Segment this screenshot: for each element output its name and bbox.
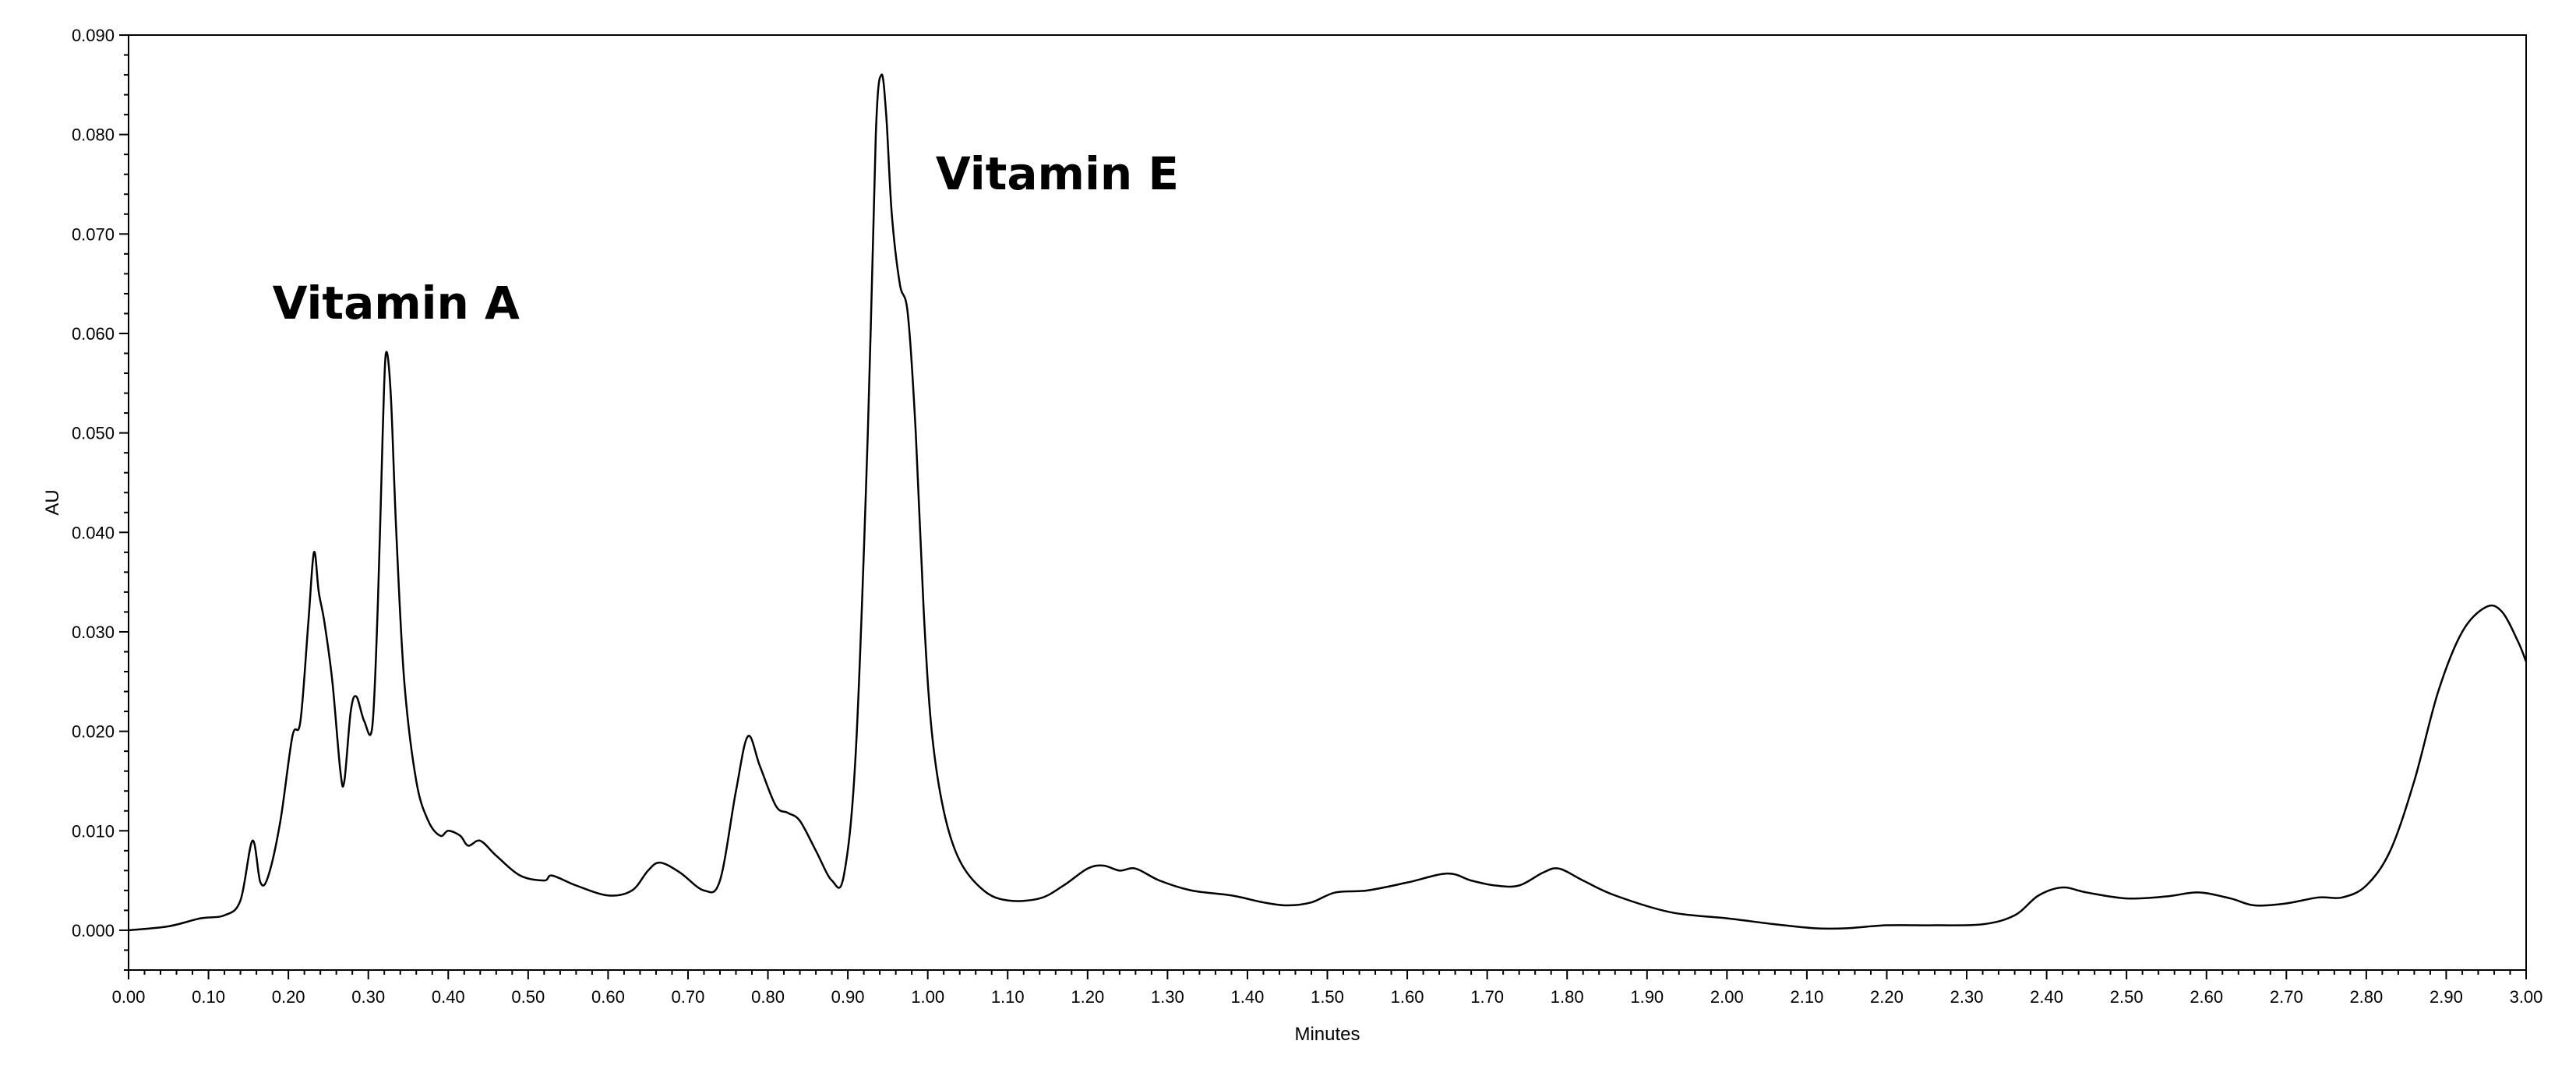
x-tick-label: 2.40 (2030, 987, 2063, 1007)
x-tick-label: 2.00 (1710, 987, 1744, 1007)
x-tick-label: 2.60 (2190, 987, 2223, 1007)
y-tick-label: 0.040 (72, 523, 115, 542)
x-axis: 0.00 0.10 0.20 0.30 0.40 0.50 0.60 0.70 0.80 0.90… (112, 970, 2543, 1007)
x-tick-label: 2.50 (2110, 987, 2144, 1007)
x-tick-label: 0.20 (272, 987, 305, 1007)
x-tick-label: 3.00 (2510, 987, 2543, 1007)
y-tick-label: 0.000 (72, 921, 115, 940)
peak-annotation-label: Vitamin A (273, 277, 520, 330)
x-axis-title: Minutes (1294, 1024, 1360, 1045)
y-tick-label: 0.020 (72, 722, 115, 742)
x-tick-label: 1.50 (1311, 987, 1344, 1007)
y-tick-label: 0.050 (72, 424, 115, 443)
x-tick-label: 0.50 (511, 987, 545, 1007)
x-tick-label: 0.00 (112, 987, 146, 1007)
x-tick-label: 0.60 (591, 987, 625, 1007)
y-tick-label: 0.080 (72, 125, 115, 145)
x-tick-label: 0.90 (831, 987, 865, 1007)
x-tick-label: 1.20 (1071, 987, 1104, 1007)
x-tick-label: 0.80 (751, 987, 785, 1007)
y-tick-label: 0.010 (72, 821, 115, 841)
x-tick-label: 1.90 (1630, 987, 1664, 1007)
chromatogram-series-line (128, 73, 2528, 932)
x-tick-label: 0.30 (351, 987, 385, 1007)
x-tick-label: 1.70 (1470, 987, 1504, 1007)
x-tick-label: 2.20 (1870, 987, 1904, 1007)
x-tick-label: 1.80 (1551, 987, 1584, 1007)
y-axis: 0.000 0.010 0.020 0.030 0.040 0.050 0.060 0.070… (72, 26, 129, 971)
x-tick-label: 0.70 (672, 987, 705, 1007)
x-tick-label: 1.10 (991, 987, 1025, 1007)
x-tick-label: 0.40 (432, 987, 465, 1007)
x-tick-label: 0.10 (192, 987, 225, 1007)
x-tick-label: 1.00 (911, 987, 944, 1007)
x-tick-label: 1.30 (1151, 987, 1184, 1007)
y-tick-label: 0.090 (72, 26, 115, 45)
y-tick-label: 0.060 (72, 324, 115, 344)
x-tick-label: 2.10 (1790, 987, 1823, 1007)
annotation-group: Vitamin A Vitamin E (273, 147, 1179, 330)
x-tick-label: 1.60 (1391, 987, 1424, 1007)
x-tick-label: 2.30 (1950, 987, 1984, 1007)
peak-annotation-label: Vitamin E (936, 147, 1179, 200)
x-tick-label: 1.40 (1231, 987, 1265, 1007)
x-tick-label: 2.90 (2430, 987, 2463, 1007)
x-tick-label: 2.80 (2349, 987, 2383, 1007)
y-axis-title: AU (42, 489, 63, 515)
y-tick-label: 0.070 (72, 224, 115, 244)
x-tick-label: 2.70 (2270, 987, 2303, 1007)
y-tick-label: 0.030 (72, 623, 115, 642)
series-group (128, 73, 2528, 932)
